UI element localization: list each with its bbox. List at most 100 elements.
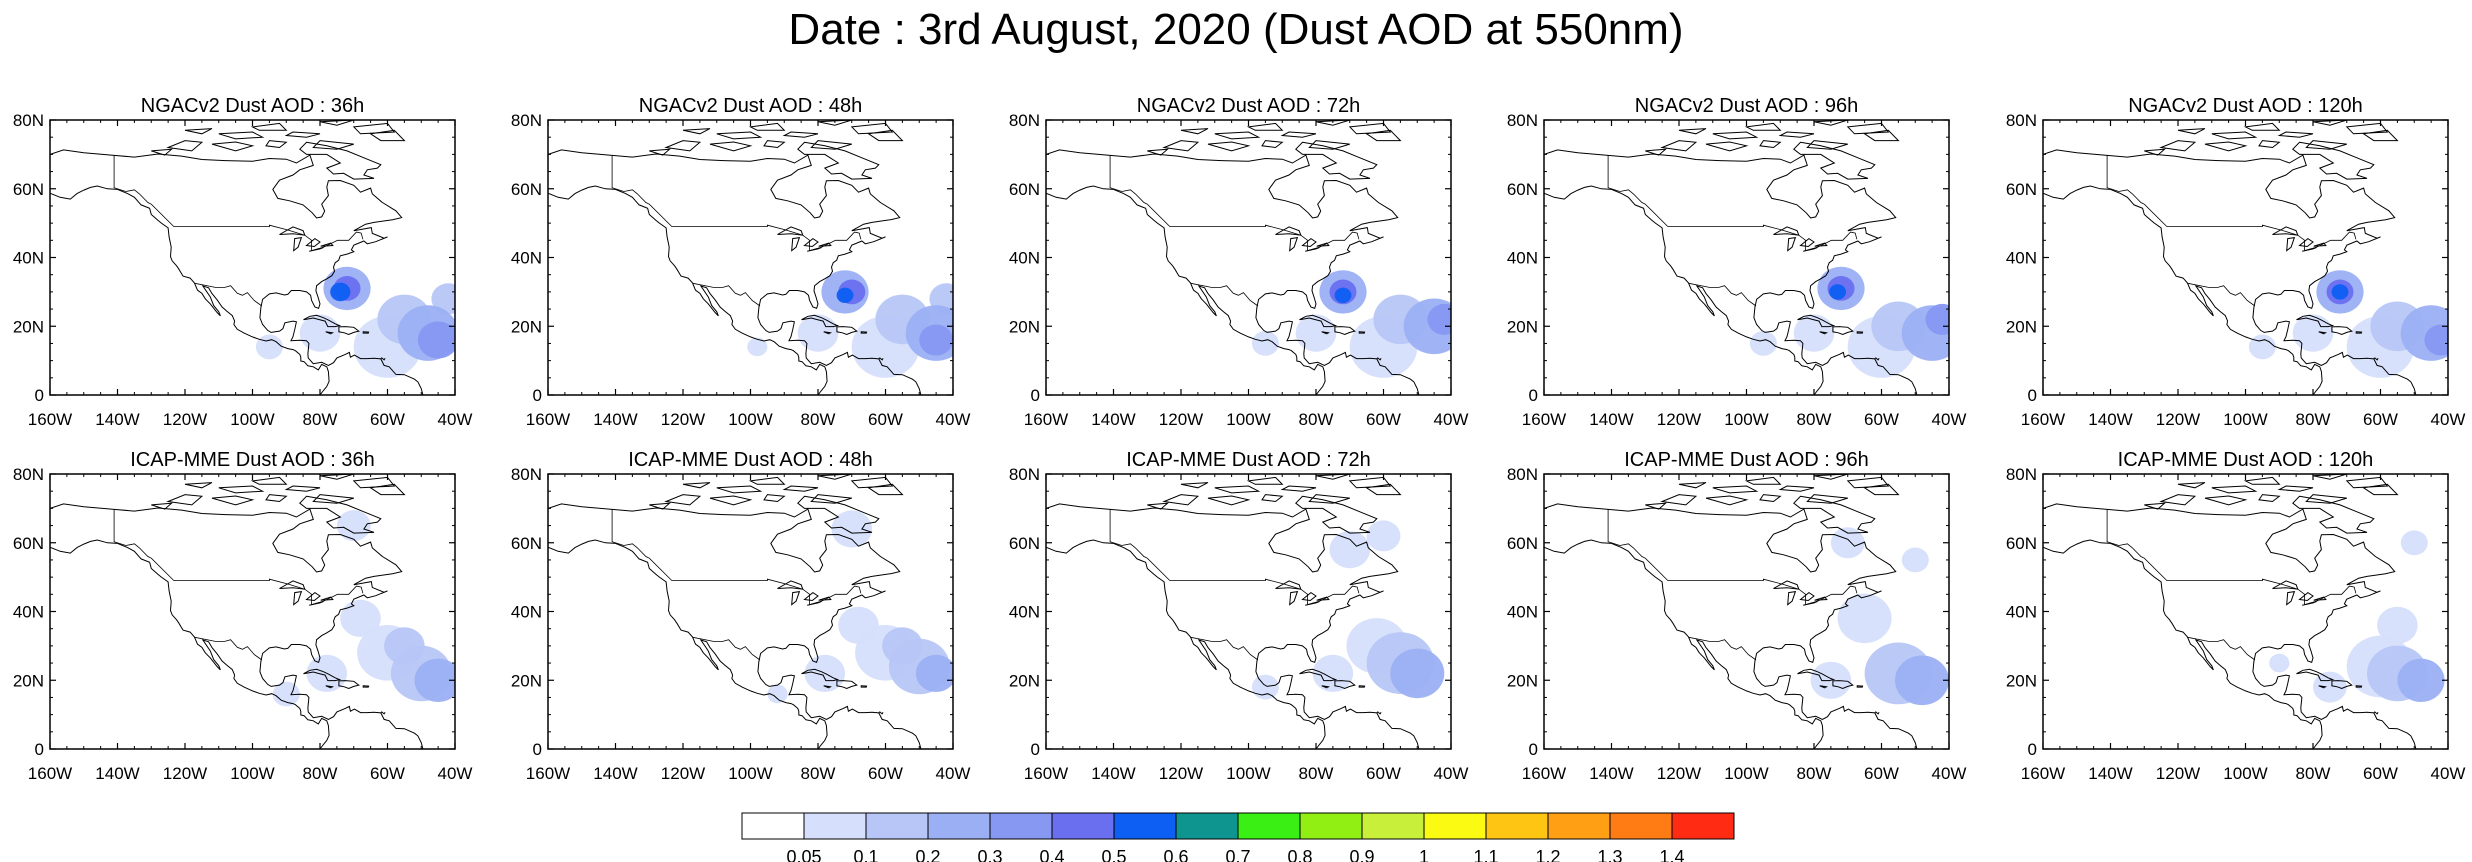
- lat-tick-label: 40N: [1009, 603, 1040, 622]
- dust-area: [2397, 658, 2445, 702]
- colorbar-swatch: [1671, 812, 1735, 840]
- panel-title: NGACv2 Dust AOD : 120h: [2128, 95, 2363, 117]
- dust-area: [836, 287, 854, 303]
- lat-tick-label: 40N: [511, 249, 542, 268]
- colorbar-swatch: [1175, 812, 1239, 840]
- lat-tick-label: 60N: [1009, 180, 1040, 199]
- lat-tick-label: 60N: [1507, 534, 1538, 553]
- colorbar-swatch: [927, 812, 991, 840]
- colorbar-swatch: [1237, 812, 1301, 840]
- lon-tick-label: 60W: [868, 410, 903, 429]
- dust-area: [2248, 334, 2276, 360]
- lat-tick-label: 80N: [1507, 465, 1538, 484]
- panel-title: ICAP-MME Dust AOD : 96h: [1624, 449, 1869, 471]
- dust-area: [414, 658, 455, 702]
- dust-area: [1793, 314, 1835, 352]
- dust-area: [2377, 606, 2418, 644]
- lat-tick-label: 80N: [13, 465, 44, 484]
- dust-area: [1390, 648, 1445, 699]
- colorbar-label: 1.2: [1535, 847, 1560, 862]
- lon-tick-label: 60W: [370, 410, 405, 429]
- lon-tick-label: 120W: [1159, 764, 1203, 783]
- lat-tick-label: 0: [533, 740, 542, 759]
- dust-area: [1427, 303, 1451, 335]
- lon-tick-label: 120W: [1657, 764, 1701, 783]
- coastlines: [548, 120, 922, 395]
- lon-tick-label: 160W: [1024, 410, 1068, 429]
- coastlines: [50, 474, 424, 749]
- lon-tick-label: 60W: [370, 764, 405, 783]
- lon-tick-label: 160W: [1522, 410, 1566, 429]
- dust-area: [299, 314, 341, 352]
- lon-tick-label: 40W: [2431, 764, 2466, 783]
- lon-tick-label: 40W: [936, 764, 971, 783]
- lon-tick-label: 80W: [1797, 764, 1832, 783]
- colorbar-swatch: [865, 812, 929, 840]
- dust-area: [1837, 593, 1892, 644]
- colorbar-label: 0.9: [1349, 847, 1374, 862]
- lon-tick-label: 120W: [2156, 410, 2200, 429]
- dust-area: [272, 681, 300, 707]
- lon-tick-label: 80W: [801, 764, 836, 783]
- map-panel: NGACv2 Dust AOD : 48h 160W 140W 120W 100W 80W…: [511, 95, 971, 429]
- coastlines: [1046, 120, 1420, 395]
- dust-area: [1366, 520, 1401, 552]
- lon-tick-label: 140W: [1091, 764, 1135, 783]
- dust-area: [1925, 303, 1949, 335]
- coastlines: [50, 120, 424, 395]
- coastlines: [2043, 474, 2417, 749]
- dust-aod-shading: [2269, 530, 2445, 703]
- lat-tick-label: 40N: [2006, 249, 2037, 268]
- dust-area: [340, 599, 381, 638]
- coastlines: [1046, 474, 1420, 749]
- dust-area: [2313, 671, 2347, 703]
- colorbar-swatch: [1485, 812, 1549, 840]
- lon-tick-label: 80W: [303, 764, 338, 783]
- lat-tick-label: 80N: [1009, 111, 1040, 130]
- lon-tick-label: 100W: [2223, 410, 2267, 429]
- lon-tick-label: 40W: [936, 410, 971, 429]
- lat-tick-label: 80N: [1009, 465, 1040, 484]
- dust-aod-shading: [1749, 266, 1949, 378]
- panel-title: ICAP-MME Dust AOD : 36h: [130, 449, 375, 471]
- lon-tick-label: 100W: [1226, 410, 1270, 429]
- lon-tick-label: 80W: [1299, 410, 1334, 429]
- panel-title: NGACv2 Dust AOD : 36h: [141, 95, 364, 117]
- dust-area: [1334, 287, 1352, 303]
- lon-tick-label: 60W: [2363, 410, 2398, 429]
- lat-tick-label: 40N: [511, 603, 542, 622]
- dust-area: [2331, 284, 2349, 300]
- lon-tick-label: 60W: [2363, 764, 2398, 783]
- lon-tick-label: 120W: [1159, 410, 1203, 429]
- lat-tick-label: 60N: [2006, 180, 2037, 199]
- dust-area: [2424, 324, 2448, 356]
- dust-area: [1251, 331, 1279, 356]
- lat-tick-label: 20N: [511, 317, 542, 336]
- lat-tick-label: 40N: [1507, 603, 1538, 622]
- lon-tick-label: 120W: [2156, 764, 2200, 783]
- lat-tick-label: 0: [2028, 386, 2037, 405]
- lon-tick-label: 140W: [2088, 410, 2132, 429]
- lon-tick-label: 100W: [230, 410, 274, 429]
- lat-tick-label: 80N: [511, 111, 542, 130]
- lon-tick-label: 140W: [593, 410, 637, 429]
- panel-title: NGACv2 Dust AOD : 96h: [1635, 95, 1858, 117]
- lon-tick-label: 80W: [1797, 410, 1832, 429]
- panel-title: NGACv2 Dust AOD : 72h: [1137, 95, 1360, 117]
- lat-tick-label: 0: [1031, 740, 1040, 759]
- panel-title: ICAP-MME Dust AOD : 48h: [628, 449, 873, 471]
- lon-tick-label: 140W: [1091, 410, 1135, 429]
- lat-tick-label: 0: [35, 386, 44, 405]
- lat-tick-label: 20N: [2006, 671, 2037, 690]
- map-panel: ICAP-MME Dust AOD : 48h 160W 140W 120W 100W 8…: [511, 449, 971, 783]
- lat-tick-label: 40N: [13, 603, 44, 622]
- page-title: Date : 3rd August, 2020 (Dust AOD at 550…: [788, 5, 1684, 54]
- panel-title: ICAP-MME Dust AOD : 120h: [2118, 449, 2374, 471]
- dust-area: [747, 337, 768, 357]
- lat-tick-label: 40N: [1009, 249, 1040, 268]
- colorbar-swatch: [1051, 812, 1115, 840]
- lat-tick-label: 60N: [511, 180, 542, 199]
- lon-tick-label: 40W: [438, 410, 473, 429]
